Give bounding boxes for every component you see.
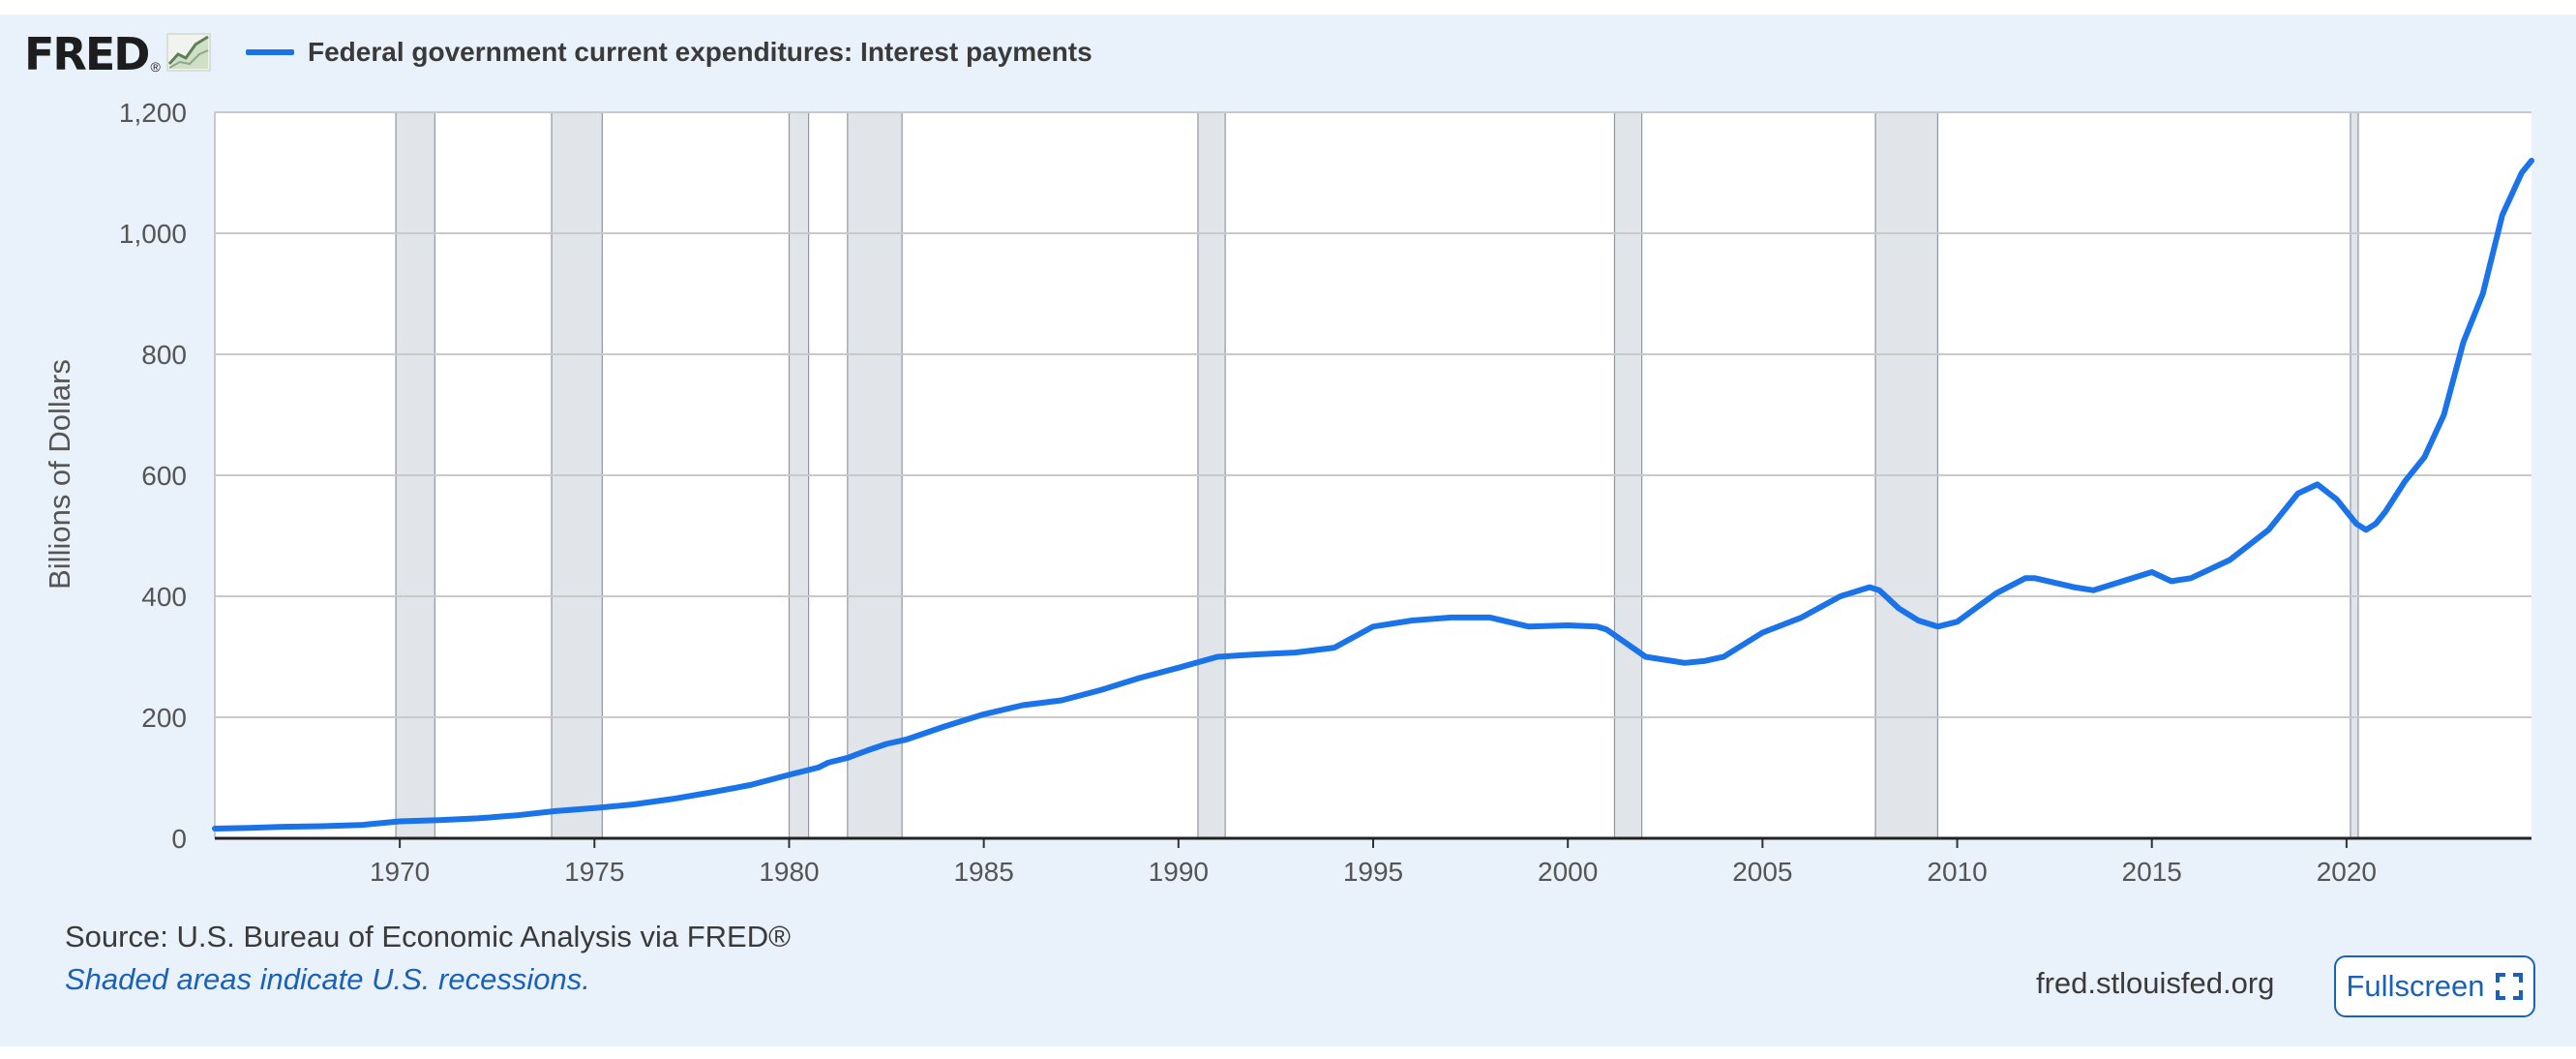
x-tick-label: 1990: [1149, 857, 1209, 887]
x-tick-label: 2020: [2317, 857, 2377, 887]
expand-icon: [2495, 973, 2523, 1000]
legend-swatch: [246, 49, 294, 55]
y-tick-label: 400: [141, 582, 187, 612]
site-url[interactable]: fred.stlouisfed.org: [2036, 966, 2275, 1000]
fred-logo[interactable]: FRED ®: [24, 28, 211, 80]
y-tick-label: 1,000: [119, 219, 187, 249]
y-tick-label: 200: [141, 703, 187, 733]
source-note: Source: U.S. Bureau of Economic Analysis…: [65, 920, 791, 953]
x-tick-label: 2000: [1538, 857, 1598, 887]
x-tick-label: 2010: [1927, 857, 1987, 887]
trend-line-chart-icon: [166, 33, 211, 76]
y-tick-label: 1,200: [119, 98, 187, 128]
x-tick-label: 1995: [1343, 857, 1403, 887]
x-tick-label: 2005: [1732, 857, 1792, 887]
logo-registered-mark: ®: [150, 59, 161, 75]
recession-note: Shaded areas indicate U.S. recessions.: [65, 962, 590, 996]
y-tick-label: 600: [141, 461, 187, 491]
chart-legend: Federal government current expenditures:…: [246, 37, 1093, 68]
logo-wordmark: FRED: [24, 28, 150, 80]
fullscreen-button[interactable]: Fullscreen: [2334, 955, 2535, 1017]
x-tick-label: 1975: [564, 857, 624, 887]
y-tick-label: 0: [171, 824, 187, 854]
line-chart: 0 200 400 600 800 1,000 1,200 1970 1975 1980 1985 1…: [119, 98, 2534, 887]
x-tick-label: 1985: [953, 857, 1013, 887]
y-tick-label: 800: [141, 340, 187, 370]
x-tick-label: 1980: [759, 857, 819, 887]
legend-series-label: Federal government current expenditures:…: [308, 37, 1093, 67]
series-line: [212, 158, 2534, 832]
x-tick-label: 2015: [2122, 857, 2182, 887]
fullscreen-label: Fullscreen: [2346, 969, 2485, 1003]
x-tick-label: 1970: [370, 857, 430, 887]
